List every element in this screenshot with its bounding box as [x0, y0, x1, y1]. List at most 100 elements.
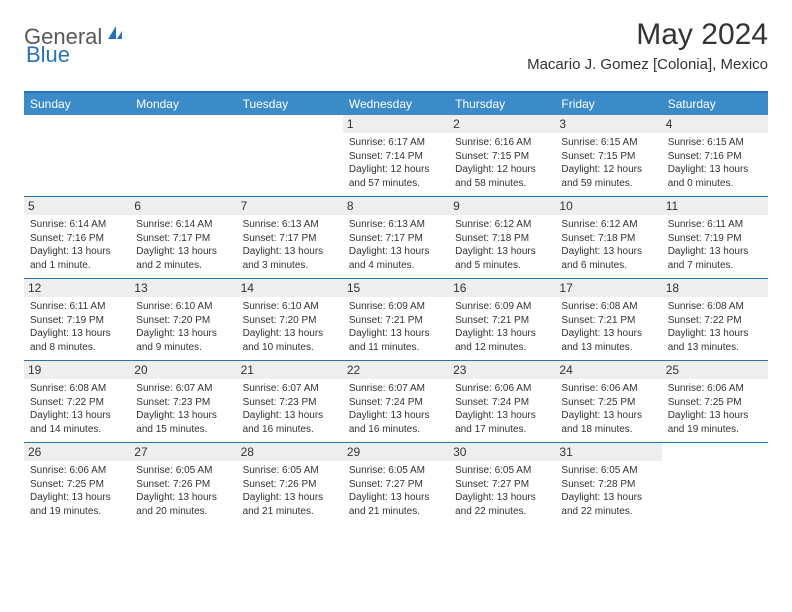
day-number: 19 — [24, 361, 130, 379]
day-number: 13 — [130, 279, 236, 297]
day-details: Sunrise: 6:05 AMSunset: 7:26 PMDaylight:… — [243, 464, 337, 518]
day-cell: 3Sunrise: 6:15 AMSunset: 7:15 PMDaylight… — [555, 115, 661, 196]
location: Macario J. Gomez [Colonia], Mexico — [527, 56, 768, 73]
day-cell — [130, 115, 236, 196]
day-number: 7 — [237, 197, 343, 215]
day-number: 10 — [555, 197, 661, 215]
day-cell — [237, 115, 343, 196]
day-cell: 21 Sunrise: 6:07 AMSunset: 7:23 PMDayligh… — [237, 361, 343, 442]
day-cell: 26 Sunrise: 6:06 AMSunset: 7:25 PMDayligh… — [24, 443, 130, 524]
day-details: Sunrise: 6:14 AMSunset: 7:17 PMDaylight:… — [136, 218, 230, 272]
day-cell: 10 Sunrise: 6:12 AMSunset: 7:18 PMDayligh… — [555, 197, 661, 278]
day-number: 30 — [449, 443, 555, 461]
day-cell: 27Sunrise: 6:05 AMSunset: 7:26 PMDayligh… — [130, 443, 236, 524]
week-row: 5Sunrise: 6:14 AMSunset: 7:16 PMDaylight… — [24, 197, 768, 279]
day-details: Sunrise: 6:13 AMSunset: 7:17 PMDaylight:… — [243, 218, 337, 272]
day-details: Sunrise: 6:07 AMSunset: 7:23 PMDaylight:… — [243, 382, 337, 436]
weeks-container: 1 Sunrise: 6:17 AMSunset: 7:14 PMDaylight… — [24, 115, 768, 524]
day-details: Sunrise: 6:15 AMSunset: 7:16 PMDaylight:… — [668, 136, 762, 190]
day-cell: 11 Sunrise: 6:11 AMSunset: 7:19 PMDayligh… — [662, 197, 768, 278]
day-details: Sunrise: 6:05 AMSunset: 7:26 PMDaylight:… — [136, 464, 230, 518]
day-number: 15 — [343, 279, 449, 297]
day-number: 20 — [130, 361, 236, 379]
day-number: 1 — [343, 115, 449, 133]
logo-blue-text: Blue — [26, 42, 70, 68]
day-details: Sunrise: 6:05 AMSunset: 7:27 PMDaylight:… — [349, 464, 443, 518]
day-number: 24 — [555, 361, 661, 379]
weekday-header: Friday — [555, 93, 661, 115]
day-details: Sunrise: 6:10 AMSunset: 7:20 PMDaylight:… — [136, 300, 230, 354]
weekday-header: Tuesday — [237, 93, 343, 115]
logo-sail-icon — [106, 24, 124, 47]
day-details: Sunrise: 6:06 AMSunset: 7:24 PMDaylight:… — [455, 382, 549, 436]
day-details: Sunrise: 6:08 AMSunset: 7:22 PMDaylight:… — [668, 300, 762, 354]
day-cell: 15Sunrise: 6:09 AMSunset: 7:21 PMDayligh… — [343, 279, 449, 360]
day-details: Sunrise: 6:06 AMSunset: 7:25 PMDaylight:… — [561, 382, 655, 436]
day-details: Sunrise: 6:11 AMSunset: 7:19 PMDaylight:… — [668, 218, 762, 272]
day-details: Sunrise: 6:14 AMSunset: 7:16 PMDaylight:… — [30, 218, 124, 272]
week-row: 12Sunrise: 6:11 AMSunset: 7:19 PMDayligh… — [24, 279, 768, 361]
day-details: Sunrise: 6:17 AMSunset: 7:14 PMDaylight:… — [349, 136, 443, 190]
calendar-page: General May 2024 Macario J. Gomez [Colon… — [0, 0, 792, 542]
day-number: 11 — [662, 197, 768, 215]
day-number: 17 — [555, 279, 661, 297]
day-details: Sunrise: 6:06 AMSunset: 7:25 PMDaylight:… — [668, 382, 762, 436]
day-cell: 13 Sunrise: 6:10 AMSunset: 7:20 PMDayligh… — [130, 279, 236, 360]
day-cell: 12Sunrise: 6:11 AMSunset: 7:19 PMDayligh… — [24, 279, 130, 360]
day-cell: 28 Sunrise: 6:05 AMSunset: 7:26 PMDayligh… — [237, 443, 343, 524]
day-cell: 17 Sunrise: 6:08 AMSunset: 7:21 PMDayligh… — [555, 279, 661, 360]
day-cell: 18 Sunrise: 6:08 AMSunset: 7:22 PMDayligh… — [662, 279, 768, 360]
day-number: 28 — [237, 443, 343, 461]
day-cell: 6 Sunrise: 6:14 AMSunset: 7:17 PMDaylight… — [130, 197, 236, 278]
day-number: 29 — [343, 443, 449, 461]
day-details: Sunrise: 6:12 AMSunset: 7:18 PMDaylight:… — [455, 218, 549, 272]
day-details: Sunrise: 6:16 AMSunset: 7:15 PMDaylight:… — [455, 136, 549, 190]
day-cell: 16 Sunrise: 6:09 AMSunset: 7:21 PMDayligh… — [449, 279, 555, 360]
week-row: 19Sunrise: 6:08 AMSunset: 7:22 PMDayligh… — [24, 361, 768, 443]
day-cell: 23 Sunrise: 6:06 AMSunset: 7:24 PMDayligh… — [449, 361, 555, 442]
day-number: 6 — [130, 197, 236, 215]
day-cell: 25 Sunrise: 6:06 AMSunset: 7:25 PMDayligh… — [662, 361, 768, 442]
day-cell: 24 Sunrise: 6:06 AMSunset: 7:25 PMDayligh… — [555, 361, 661, 442]
day-cell: 14Sunrise: 6:10 AMSunset: 7:20 PMDayligh… — [237, 279, 343, 360]
calendar: Sunday Monday Tuesday Wednesday Thursday… — [24, 91, 768, 524]
day-number: 25 — [662, 361, 768, 379]
day-cell: 5Sunrise: 6:14 AMSunset: 7:16 PMDaylight… — [24, 197, 130, 278]
day-cell — [662, 443, 768, 524]
day-number: 2 — [449, 115, 555, 133]
day-details: Sunrise: 6:08 AMSunset: 7:21 PMDaylight:… — [561, 300, 655, 354]
day-details: Sunrise: 6:12 AMSunset: 7:18 PMDaylight:… — [561, 218, 655, 272]
day-number: 18 — [662, 279, 768, 297]
day-number: 16 — [449, 279, 555, 297]
day-cell: 9 Sunrise: 6:12 AMSunset: 7:18 PMDaylight… — [449, 197, 555, 278]
weekday-header: Saturday — [662, 93, 768, 115]
day-number: 23 — [449, 361, 555, 379]
day-number: 26 — [24, 443, 130, 461]
day-number: 8 — [343, 197, 449, 215]
day-number: 14 — [237, 279, 343, 297]
day-cell: 22Sunrise: 6:07 AMSunset: 7:24 PMDayligh… — [343, 361, 449, 442]
weekday-header-row: Sunday Monday Tuesday Wednesday Thursday… — [24, 93, 768, 115]
day-number: 22 — [343, 361, 449, 379]
weekday-header: Thursday — [449, 93, 555, 115]
day-cell: 29 Sunrise: 6:05 AMSunset: 7:27 PMDayligh… — [343, 443, 449, 524]
day-details: Sunrise: 6:13 AMSunset: 7:17 PMDaylight:… — [349, 218, 443, 272]
day-cell: 30Sunrise: 6:05 AMSunset: 7:27 PMDayligh… — [449, 443, 555, 524]
weekday-header: Wednesday — [343, 93, 449, 115]
header-right: May 2024 Macario J. Gomez [Colonia], Mex… — [527, 18, 768, 73]
day-details: Sunrise: 6:07 AMSunset: 7:23 PMDaylight:… — [136, 382, 230, 436]
day-details: Sunrise: 6:09 AMSunset: 7:21 PMDaylight:… — [455, 300, 549, 354]
day-cell: 7 Sunrise: 6:13 AMSunset: 7:17 PMDaylight… — [237, 197, 343, 278]
day-cell: 31Sunrise: 6:05 AMSunset: 7:28 PMDayligh… — [555, 443, 661, 524]
weekday-header: Monday — [130, 93, 236, 115]
week-row: 26 Sunrise: 6:06 AMSunset: 7:25 PMDayligh… — [24, 443, 768, 524]
day-number: 31 — [555, 443, 661, 461]
day-number: 21 — [237, 361, 343, 379]
day-cell: 8 Sunrise: 6:13 AMSunset: 7:17 PMDaylight… — [343, 197, 449, 278]
day-details: Sunrise: 6:11 AMSunset: 7:19 PMDaylight:… — [30, 300, 124, 354]
day-cell — [24, 115, 130, 196]
day-number: 9 — [449, 197, 555, 215]
week-row: 1 Sunrise: 6:17 AMSunset: 7:14 PMDaylight… — [24, 115, 768, 197]
day-details: Sunrise: 6:06 AMSunset: 7:25 PMDaylight:… — [30, 464, 124, 518]
day-number: 3 — [555, 115, 661, 133]
